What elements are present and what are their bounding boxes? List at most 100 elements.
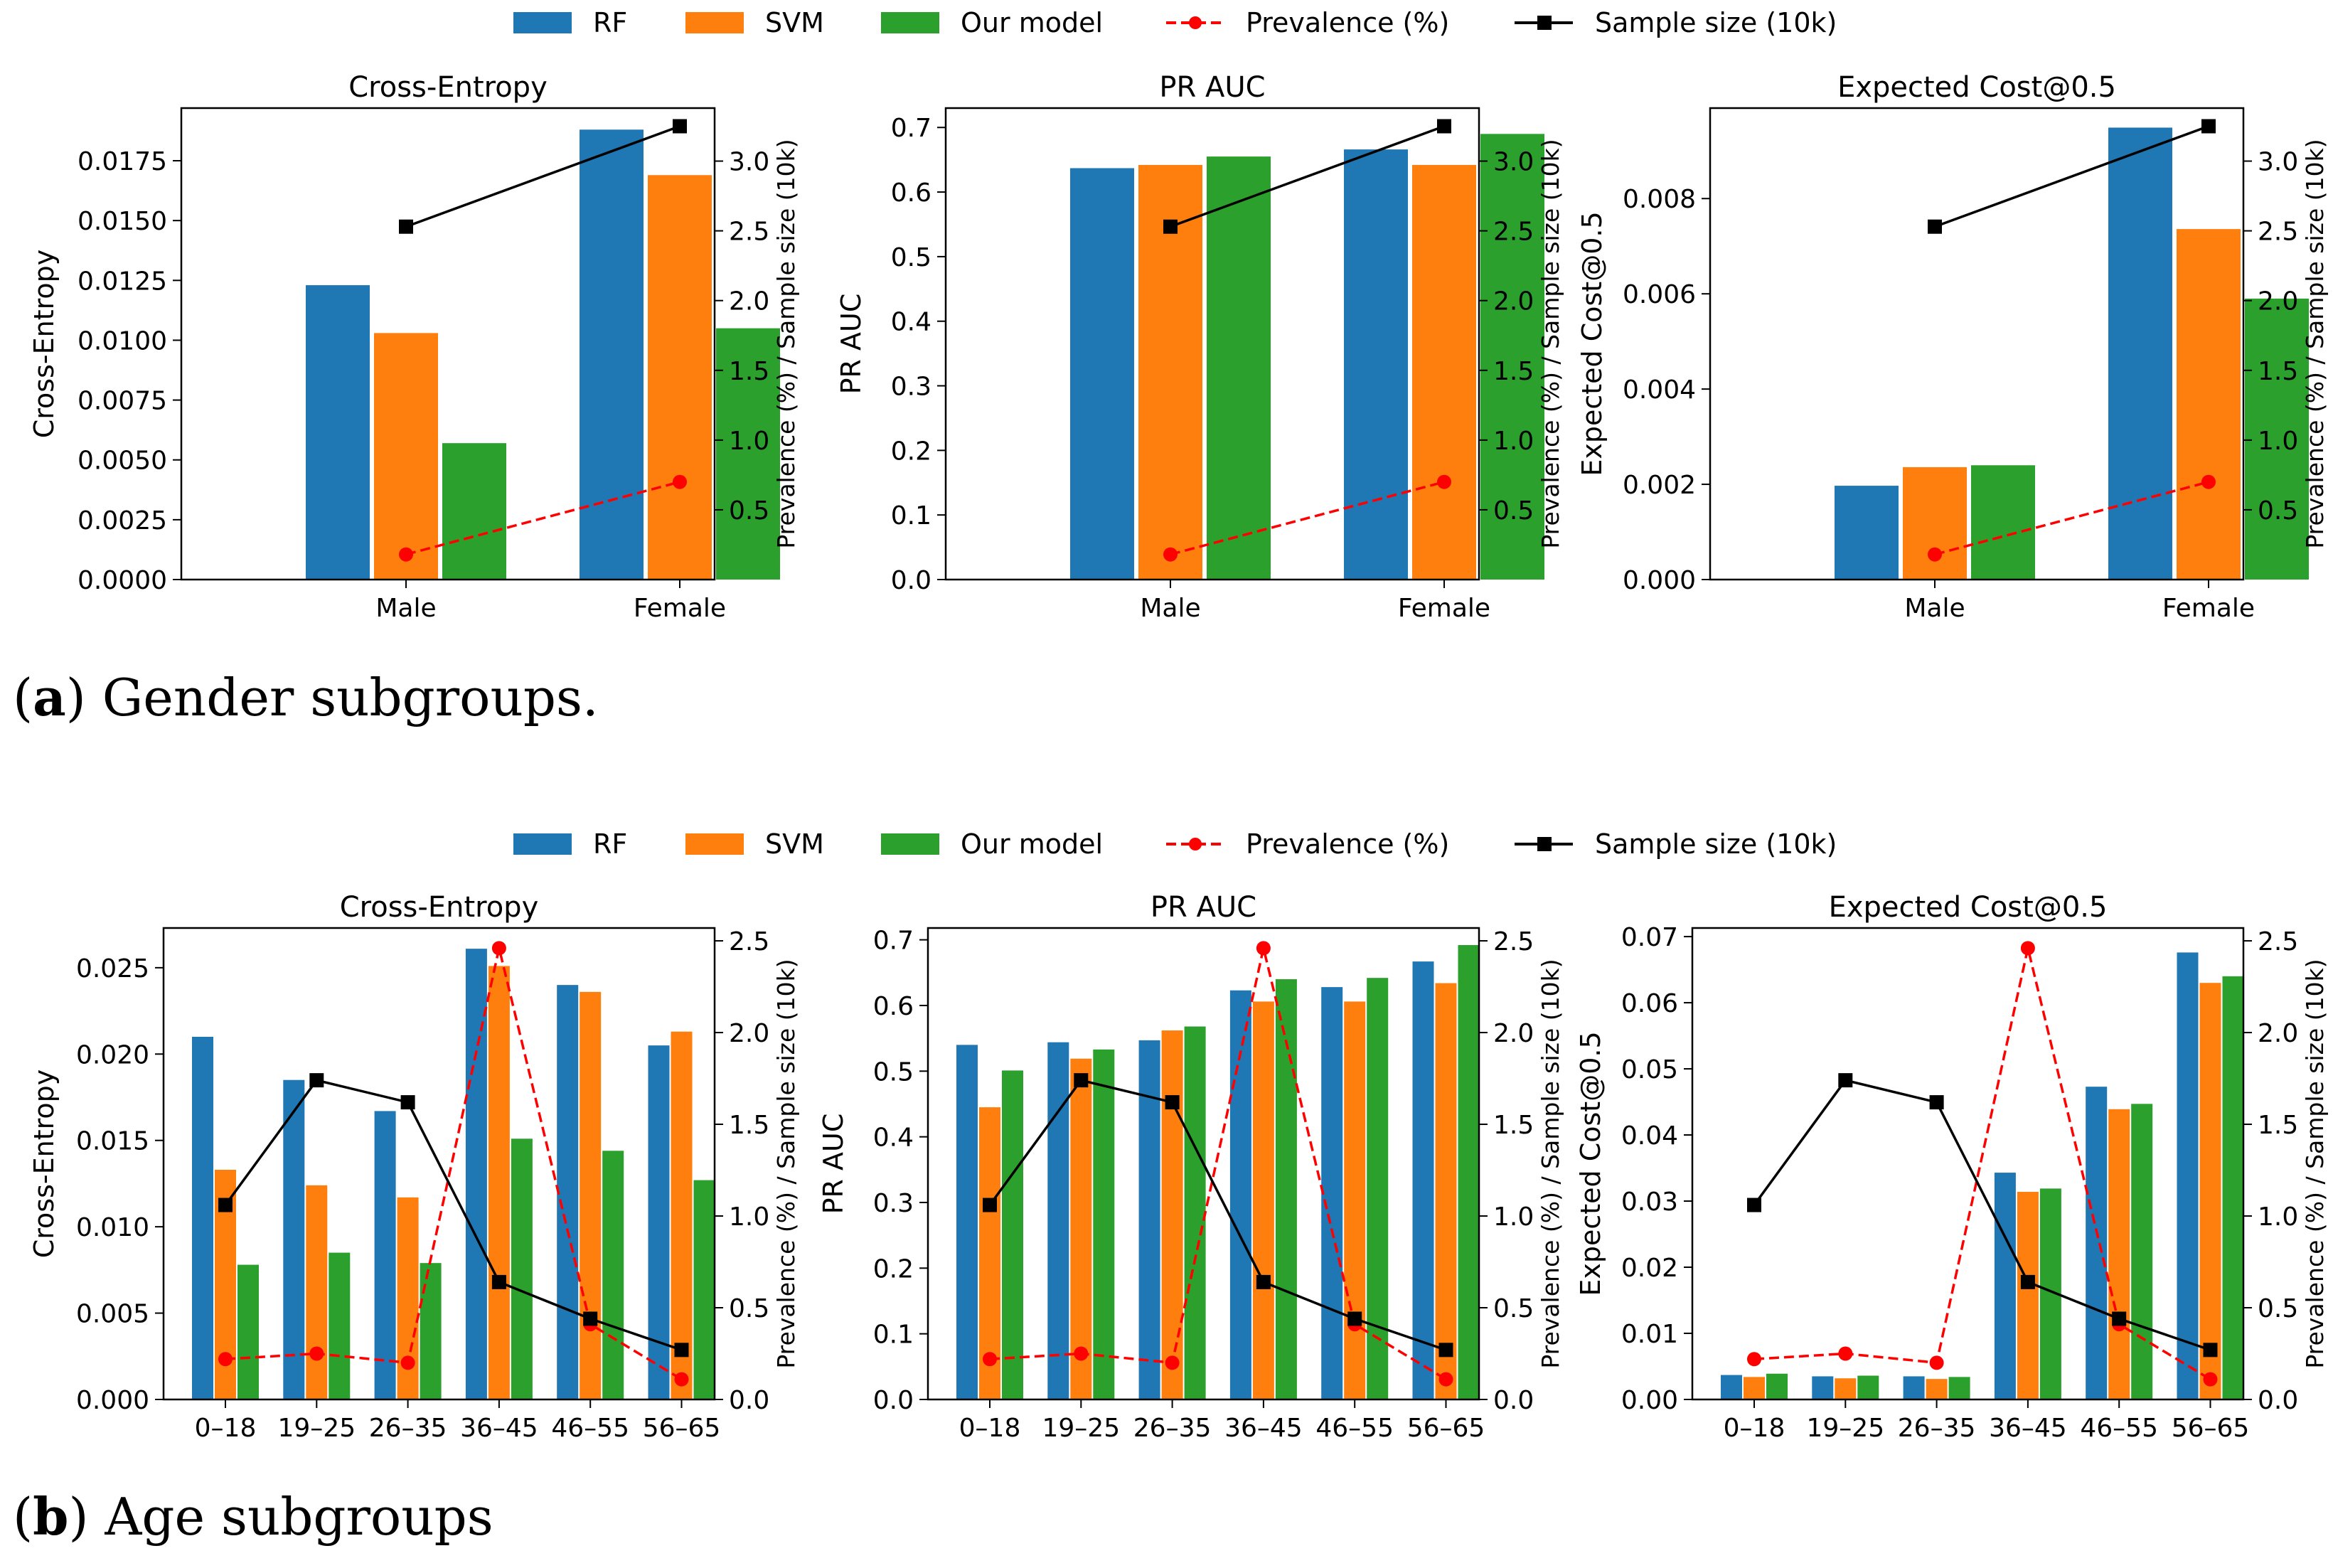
bar-ours-4: [602, 1151, 624, 1399]
prevalence-point-5: [1438, 1372, 1453, 1387]
bar-ours-0: [1002, 1070, 1023, 1399]
prevalence-point-1: [2201, 474, 2216, 489]
y2-axis-label: Prevalence (%) / Sample size (10k): [2301, 139, 2329, 548]
ytick-label-5: 0.05: [1621, 1055, 1678, 1084]
legend-swatch-svm: [685, 833, 744, 855]
chart-title: Cross-Entropy: [340, 891, 539, 924]
ytick-label-1: 0.01: [1621, 1320, 1678, 1349]
bar-svm-0: [1903, 466, 1967, 580]
y2tick-label-5: 3.0: [2258, 148, 2298, 177]
bar-svm-0: [1744, 1377, 1765, 1399]
ytick-label-6: 0.6: [873, 992, 914, 1021]
bar-svm-4: [580, 991, 602, 1399]
bar-ours-1: [1857, 1375, 1879, 1399]
y2tick-label-0: 0.0: [1493, 1386, 1534, 1415]
sample-size-point-4: [1347, 1311, 1362, 1326]
ytick-label-6: 0.06: [1621, 989, 1678, 1018]
sample-size-point-4: [2112, 1311, 2127, 1326]
y-axis-label: Cross-Entropy: [28, 1070, 60, 1259]
legend-label-ours: Our model: [961, 828, 1103, 860]
y2tick-label-0: 0.0: [2258, 1386, 2298, 1415]
sample-size-point-2: [400, 1095, 415, 1110]
bar-ours-2: [1184, 1026, 1206, 1399]
bar-ours-5: [693, 1180, 715, 1399]
prevalence-point-0: [218, 1352, 233, 1367]
y2tick-label-5: 3.0: [1493, 148, 1534, 177]
prevalence-point-0: [1163, 547, 1178, 562]
chart-age-2: 0.00 0.01 0.02 0.03 0.04 0.05 0.06 0.07 0.0 0.5 1.…: [1575, 891, 2329, 1443]
xtick-label-5: 56–65: [643, 1414, 721, 1443]
plot-frame: [1709, 107, 2245, 581]
y2tick-label-4: 2.0: [1493, 1019, 1534, 1048]
bar-svm-3: [488, 966, 510, 1399]
bar-rf-2: [1138, 1040, 1160, 1399]
prevalence-point-2: [400, 1355, 415, 1370]
legend-swatch-rf: [513, 12, 572, 33]
bar-rf-4: [557, 985, 579, 1399]
bar-svm-1: [2177, 229, 2241, 580]
chart-age-0: 0.000 0.005 0.010 0.015 0.020 0.025 0.0 0.5 1.0 1…: [28, 891, 800, 1443]
y2tick-label-3: 1.5: [1493, 1111, 1534, 1140]
bar-rf-1: [1047, 1042, 1069, 1399]
sample-size-point-0: [399, 219, 413, 234]
chart-title: PR AUC: [1151, 891, 1256, 924]
xtick-label-0: 0–18: [195, 1414, 257, 1443]
bar-rf-0: [306, 285, 370, 580]
legend-label-rf: RF: [593, 7, 627, 38]
ytick-label-2: 0.2: [891, 437, 931, 466]
bar-rf-4: [2086, 1087, 2108, 1399]
xtick-label-0: Male: [1140, 594, 1200, 623]
caption-a: (a) Gender subgroups.: [13, 667, 599, 727]
sample-size-line: [1170, 124, 1445, 228]
ytick-label-4: 0.0100: [78, 326, 167, 356]
ytick-label-0: 0.000: [1623, 566, 1696, 595]
y2-axis-label: Prevalence (%) / Sample size (10k): [772, 139, 800, 548]
bar-svm-0: [374, 333, 438, 580]
ytick-label-1: 0.1: [891, 501, 931, 530]
bar-ours-4: [1367, 978, 1389, 1399]
xtick-label-1: 19–25: [277, 1414, 356, 1443]
caption-b-text: Age subgroups: [105, 1487, 493, 1547]
ytick-label-2: 0.004: [1623, 375, 1696, 405]
xtick-label-3: 36–45: [1224, 1414, 1303, 1443]
ytick-label-5: 0.025: [76, 954, 149, 983]
bar-ours-4: [2131, 1104, 2153, 1399]
bar-svm-2: [1161, 1030, 1183, 1399]
bar-ours-2: [420, 1263, 442, 1399]
sample-size-point-3: [2020, 1274, 2035, 1289]
bar-ours-3: [511, 1138, 533, 1399]
y2tick-label-2: 1.0: [729, 1202, 769, 1232]
y2tick-label-1: 0.5: [1493, 1294, 1534, 1323]
sample-size-point-1: [1838, 1073, 1853, 1088]
bar-svm-3: [2017, 1192, 2039, 1399]
xtick-label-2: 26–35: [1133, 1414, 1212, 1443]
bar-svm-5: [2199, 983, 2221, 1399]
sample-size-point-2: [1165, 1095, 1180, 1110]
bar-svm-1: [648, 175, 712, 580]
plot-frame: [1691, 927, 2245, 1401]
y2tick-label-1: 1.0: [1493, 427, 1534, 456]
ytick-label-2: 0.2: [873, 1254, 914, 1284]
y2tick-label-3: 2.0: [729, 287, 769, 316]
ytick-label-1: 0.1: [873, 1321, 914, 1350]
bar-rf-1: [1812, 1376, 1834, 1399]
legend-label-rf: RF: [593, 828, 627, 860]
bar-ours-0: [1207, 156, 1271, 580]
ytick-label-5: 0.5: [891, 243, 931, 272]
ytick-label-2: 0.02: [1621, 1254, 1678, 1283]
ytick-label-2: 0.0050: [78, 447, 167, 476]
y2tick-label-1: 1.0: [2258, 427, 2298, 456]
y2tick-label-2: 1.0: [2258, 1202, 2298, 1232]
bar-svm-0: [979, 1107, 1000, 1399]
legend-b: RF SVM Our model Prevalence (%) Sample size …: [513, 828, 1837, 860]
plot-frame: [180, 107, 716, 581]
bar-rf-5: [648, 1045, 670, 1399]
y2tick-label-0: 0.5: [1493, 496, 1534, 526]
bar-svm-1: [1835, 1378, 1857, 1399]
y2-axis-label: Prevalence (%) / Sample size (10k): [772, 959, 800, 1368]
prevalence-point-3: [491, 941, 506, 956]
ytick-label-1: 0.0025: [78, 506, 167, 535]
chart-gender-1: 0.0 0.1 0.2 0.3 0.4 0.5 0.6 0.7 0.5 1.0 1.5 2.0 2.5 3…: [835, 71, 1564, 623]
bar-ours-5: [2222, 976, 2244, 1399]
bar-ours-2: [1948, 1377, 1970, 1399]
